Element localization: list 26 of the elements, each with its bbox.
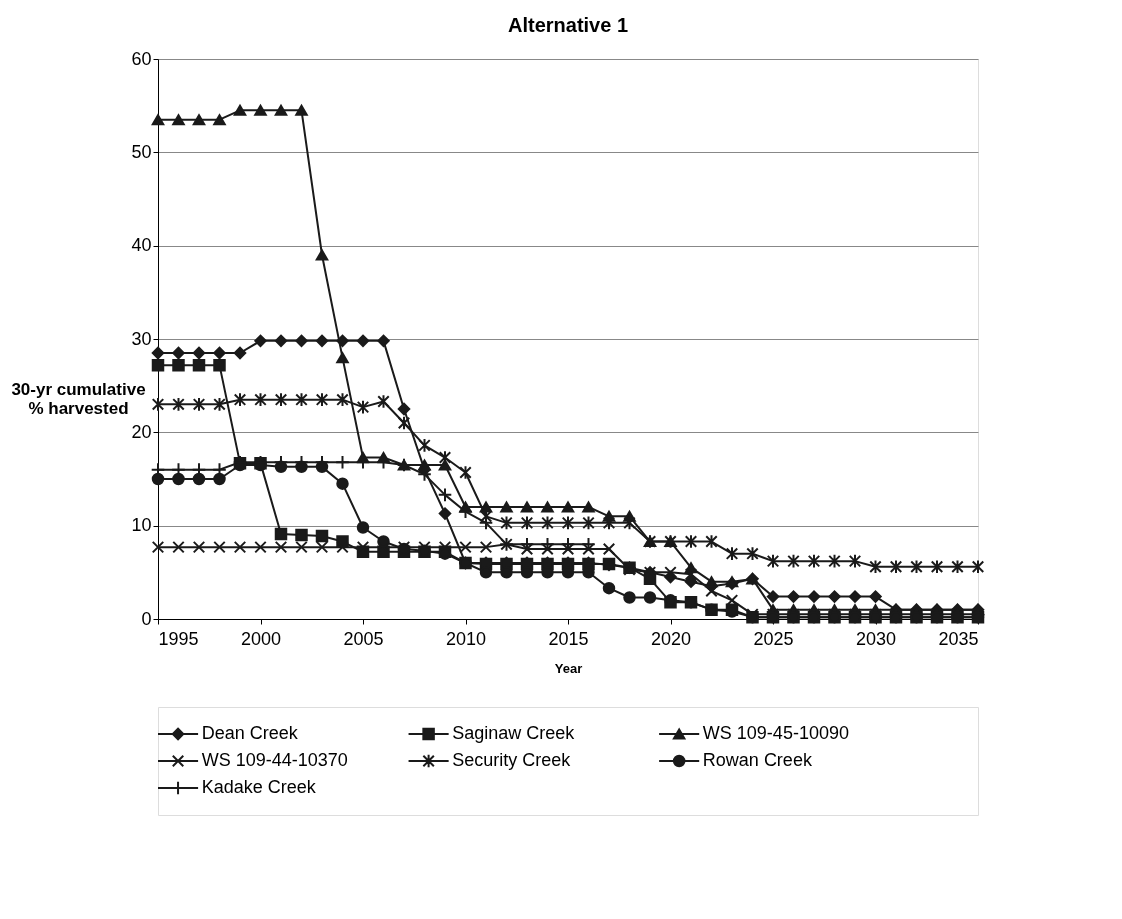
y-tick-label: 30	[131, 328, 152, 349]
y-tick-label: 50	[131, 141, 152, 162]
x-tick-label: 2000	[240, 628, 282, 649]
x-tick-label: 2020	[650, 628, 692, 649]
legend-label: Dean Creek	[201, 723, 299, 743]
y-tick-label: 10	[131, 515, 152, 536]
legend-label: Saginaw Creek	[452, 723, 576, 743]
y-tick-label: 0	[141, 608, 152, 629]
x-tick-label: 2030	[855, 628, 897, 649]
x-axis-title: Year	[554, 660, 583, 676]
y-tick-label: 60	[131, 48, 152, 69]
legend-label: Rowan Creek	[702, 750, 813, 770]
legend-label: Kadake Creek	[201, 777, 317, 797]
x-tick-label: 2005	[343, 628, 384, 649]
legend-label: WS 109-45-10090	[702, 723, 849, 743]
chart-title: Alternative 1	[507, 14, 629, 36]
y-tick-label: 20	[131, 421, 152, 442]
x-tick-label: 2025	[753, 628, 794, 649]
legend-label: WS 109-44-10370	[201, 750, 348, 770]
y-tick-label: 40	[131, 235, 152, 256]
x-tick-label: 2035	[938, 628, 979, 649]
x-tick-label: 1995	[158, 628, 199, 649]
y-axis-title: 30-yr cumulative % harvested	[11, 379, 146, 418]
legend-label: Security Creek	[452, 750, 572, 770]
x-tick-label: 2015	[548, 628, 589, 649]
x-tick-label: 2010	[445, 628, 487, 649]
